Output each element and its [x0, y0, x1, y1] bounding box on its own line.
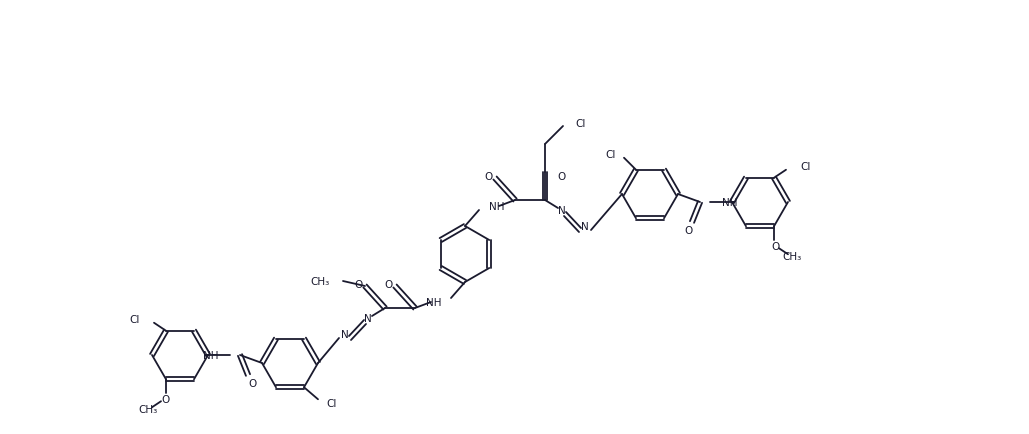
Text: Cl: Cl: [130, 314, 140, 324]
Text: O: O: [484, 171, 492, 181]
Text: O: O: [354, 279, 362, 289]
Text: CH₃: CH₃: [782, 252, 802, 262]
Text: Cl: Cl: [575, 119, 586, 129]
Text: N: N: [581, 221, 589, 231]
Text: O: O: [771, 242, 779, 252]
Text: O: O: [248, 378, 256, 388]
Text: O: O: [384, 279, 392, 289]
Text: N: N: [364, 313, 371, 323]
Text: NH: NH: [722, 197, 738, 207]
Text: O: O: [557, 171, 565, 181]
Text: NH: NH: [426, 297, 441, 307]
Text: N: N: [342, 329, 349, 339]
Text: NH: NH: [489, 201, 504, 211]
Text: Cl: Cl: [800, 161, 811, 171]
Text: Cl: Cl: [326, 398, 336, 408]
Text: Cl: Cl: [606, 149, 616, 159]
Text: N: N: [558, 206, 566, 216]
Text: O: O: [684, 226, 693, 236]
Text: CH₃: CH₃: [139, 404, 158, 414]
Text: O: O: [161, 395, 169, 404]
Text: CH₃: CH₃: [311, 276, 330, 286]
Text: NH: NH: [203, 350, 218, 360]
